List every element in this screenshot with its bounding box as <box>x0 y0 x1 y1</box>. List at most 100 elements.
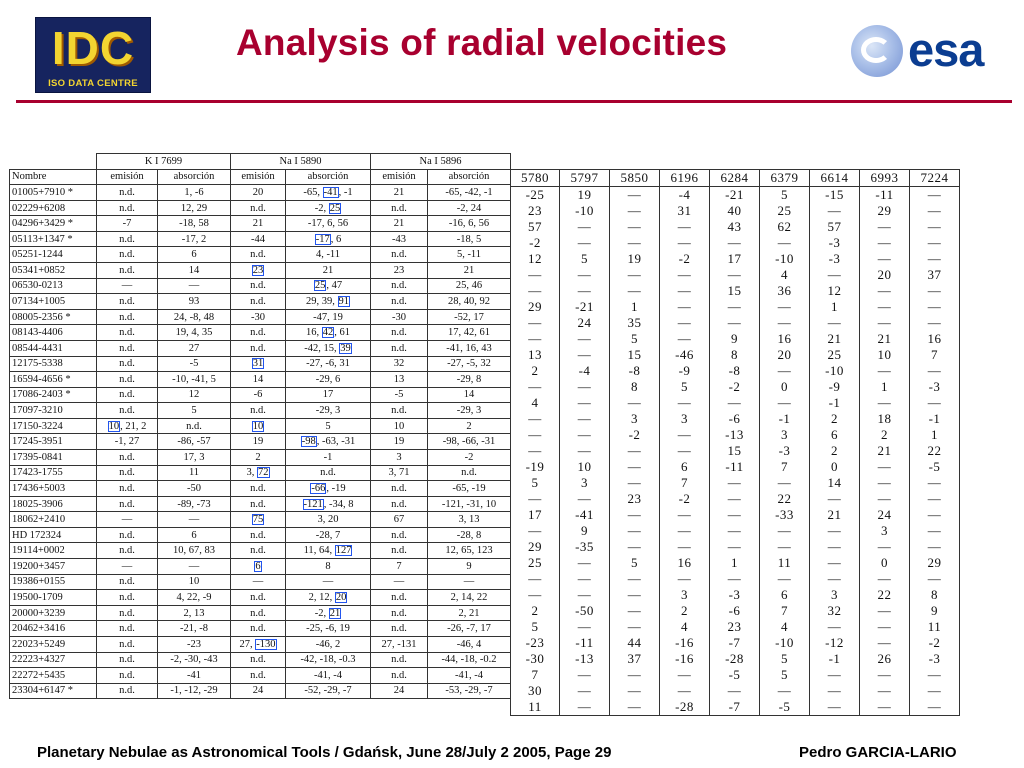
band-velocity-cell: -5 <box>709 667 760 683</box>
band-velocity-cell: -2 <box>659 251 710 267</box>
band-velocity-cell: — <box>859 683 910 699</box>
band-velocity-cell: -9 <box>809 379 860 395</box>
band-velocity-cell: 35 <box>609 315 660 331</box>
band-velocity-cell: — <box>759 363 810 379</box>
band-velocity-cell: 6 <box>759 587 810 603</box>
velocity-cell: n.d. <box>230 651 286 669</box>
velocity-cell: 29, 39, 91 <box>285 293 371 310</box>
footer-conference: Planetary Nebulae as Astronomical Tools … <box>37 744 612 761</box>
band-velocity-cell: — <box>510 331 560 347</box>
object-name-cell: 19386+0155 <box>9 573 97 591</box>
velocity-cell: n.d. <box>96 324 158 341</box>
band-velocity-cell: 3 <box>809 587 860 603</box>
velocity-cell: -52, 17 <box>427 308 511 326</box>
velocity-cell: 3 <box>370 448 428 466</box>
velocity-cell: — <box>427 573 511 591</box>
object-name-cell: 06530-0213 <box>9 277 97 295</box>
band-velocity-cell: — <box>909 186 960 203</box>
velocity-cell: -18, 58 <box>157 215 231 232</box>
highlighted-value: 10 <box>107 420 121 432</box>
table-row: -23 -11 44 -16 -7 -10 -12— -2 <box>510 635 960 651</box>
velocity-cell: n.d. <box>370 526 428 544</box>
table-row: 02229+6208 n.d. 12, 29 n.d. -2, 25 n.d. -2, 24 <box>9 199 511 217</box>
band-velocity-cell: — <box>859 667 910 683</box>
velocity-cell: 8 <box>285 558 371 575</box>
velocity-cell: -26, -7, 17 <box>427 620 511 637</box>
band-velocity-cell: — <box>559 427 610 443</box>
velocity-cell: 21 <box>285 262 371 279</box>
table-row: 17395-0841 n.d. 17, 3 2 -1 3 -2 <box>9 448 511 466</box>
band-velocity-cell: — <box>709 539 760 555</box>
velocity-cell: n.d. <box>96 573 158 591</box>
band-velocity-cell: — <box>709 235 760 251</box>
band-velocity-cell: 3 <box>609 411 660 427</box>
table-row: 30— — — — — — — — <box>510 683 960 699</box>
velocity-cell: -5 <box>157 355 231 373</box>
velocity-cell: 3, 20 <box>285 511 371 528</box>
band-velocity-cell: 9 <box>709 331 760 347</box>
velocity-cell: 27 <box>157 339 231 357</box>
band-velocity-cell: 23 <box>709 619 760 635</box>
column-header: emisión <box>370 168 428 186</box>
band-velocity-cell: 22 <box>859 587 910 603</box>
band-velocity-cell: — <box>909 667 960 683</box>
band-velocity-cell: — <box>809 523 860 539</box>
velocity-cell: -28, 8 <box>427 526 511 544</box>
velocity-cell: 21 <box>370 215 428 232</box>
velocity-cell: n.d. <box>96 262 158 279</box>
band-velocity-cell: 30 <box>510 683 560 699</box>
velocity-cell: n.d. <box>96 620 158 637</box>
velocity-cell: 23 <box>230 262 286 279</box>
velocity-cell: n.d. <box>230 620 286 637</box>
velocity-cell: n.d. <box>96 480 158 497</box>
velocity-cell: 2 <box>230 448 286 466</box>
table-row: 7— — — -5 5— — — <box>510 667 960 683</box>
object-name-cell: 17086-2403 * <box>9 386 97 404</box>
table-row: — — — —15 -3 2 21 22 <box>510 443 960 459</box>
band-velocity-cell: 5 <box>759 186 810 203</box>
velocity-cell: n.d. <box>230 339 286 357</box>
object-name-cell: 08005-2356 * <box>9 308 97 326</box>
band-velocity-cell: 10 <box>559 459 610 475</box>
column-header: absorción <box>285 168 371 186</box>
velocity-cell: -53, -29, -7 <box>427 682 511 700</box>
wavelength-header: 7224 <box>909 169 960 187</box>
velocity-cell: n.d. <box>370 324 428 341</box>
object-name-cell: 17436+5003 <box>9 480 97 497</box>
band-velocity-cell: 4 <box>759 267 810 283</box>
velocity-cell: n.d. <box>96 308 158 326</box>
band-velocity-cell: — <box>909 491 960 507</box>
table-row: 57— — —43 62 57— — <box>510 219 960 235</box>
band-velocity-cell: 14 <box>809 475 860 491</box>
band-velocity-cell: 43 <box>709 219 760 235</box>
band-velocity-cell: — <box>909 539 960 555</box>
velocity-cell: 12 <box>157 386 231 404</box>
table-row: 13—15 -46 8 20 25 10 7 <box>510 347 960 363</box>
velocity-cell: 20 <box>230 184 286 201</box>
table-row: 5— —4 23 4— —11 <box>510 619 960 635</box>
band-velocity-cell: — <box>909 699 960 716</box>
table-row: 19114+0002 n.d. 10, 67, 83 n.d. 11, 64, 127 n… <box>9 542 511 560</box>
band-velocity-cell: 21 <box>859 331 910 347</box>
wavelength-header: 6614 <box>809 169 860 187</box>
wavelength-header: 6196 <box>659 169 710 187</box>
velocity-cell: n.d. <box>230 199 286 217</box>
velocity-cell: n.d. <box>370 293 428 310</box>
velocity-cell: 27, -130 <box>230 635 286 653</box>
band-velocity-cell: 7 <box>759 603 810 619</box>
band-velocity-cell: — <box>709 315 760 331</box>
table-row: 25—5 16 1 11—0 29 <box>510 555 960 571</box>
velocity-cell: 27, -131 <box>370 635 428 653</box>
table-row: 11— — -28 -7 -5— — — <box>510 699 960 716</box>
table-row: 18025-3906 n.d. -89, -73 n.d. -121, -34, 8 n.… <box>9 495 511 513</box>
band-velocity-cell: — <box>609 667 660 683</box>
velocity-cell: n.d. <box>96 635 158 653</box>
band-velocity-cell: — <box>559 331 610 347</box>
wavelength-header: 6993 <box>859 169 910 187</box>
band-velocity-cell: — <box>510 283 560 299</box>
velocity-cell: -41, -4 <box>427 667 511 684</box>
velocity-cell: 19, 4, 35 <box>157 324 231 341</box>
band-velocity-cell: -4 <box>659 186 710 203</box>
velocity-cell: 10 <box>230 417 286 435</box>
band-velocity-cell: 2 <box>659 603 710 619</box>
